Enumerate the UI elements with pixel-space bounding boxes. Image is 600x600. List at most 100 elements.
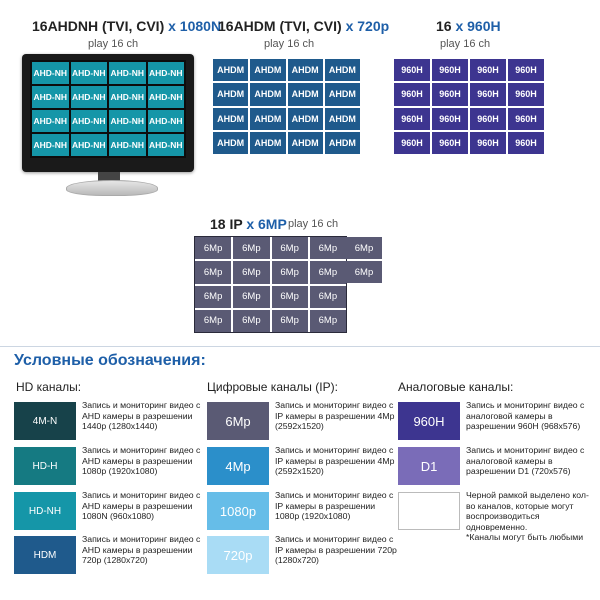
ip-channel-cell: 6Mp	[271, 261, 308, 284]
h960-channel-cell: 960H	[470, 83, 506, 106]
ip-channel-cell: 6Mp	[233, 261, 270, 284]
ahdnh-channel-cell: AHD-NH	[109, 134, 146, 156]
ip-legend-description: Запись и мониторинг видео с IP камеры в …	[275, 534, 397, 566]
ip-channel-cell: 6Mp	[271, 237, 308, 260]
h960-channel-cell: 960H	[394, 59, 430, 82]
analog-legend-description: Запись и мониторинг видео с аналоговой к…	[466, 400, 585, 432]
ip-legend-description: Запись и мониторинг видео с IP камеры в …	[275, 400, 395, 432]
ip-channel-cell: 6Mp	[195, 309, 232, 332]
ahdnh-channel-cell: AHD-NH	[32, 86, 69, 108]
analog-legend-swatch: D1	[398, 447, 460, 485]
monitor-stand	[66, 180, 158, 196]
ip-extra-channel-cell: 6Mp	[346, 237, 382, 259]
h960-title: 16 x 960H	[436, 18, 501, 34]
ahdnh-grid: AHD-NH AHD-NH AHD-NH AHD-NH AHD-NH AHD-NH AHD-…	[32, 62, 184, 156]
ip-legend-description: Запись и мониторинг видео с IP камеры в …	[275, 445, 395, 477]
h960-channel-cell: 960H	[432, 59, 468, 82]
ip-channel-cell: 6Mp	[309, 309, 346, 332]
hd-legend-swatch: HD-NH	[14, 492, 76, 530]
ahdm-channel-cell: AHDM	[213, 107, 249, 130]
hd-channels-title: HD каналы:	[16, 380, 82, 394]
monitor-neck	[98, 172, 120, 182]
ip-legend-swatch: 1080p	[207, 492, 269, 530]
section-divider	[0, 346, 600, 347]
ahdm-channel-cell: AHDM	[287, 83, 323, 106]
ahdm-grid: AHDM AHDM AHDM AHDM AHDM AHDM AHDM AHDM AHDM AHDM…	[213, 59, 360, 154]
ahdnh-title-main: 16AHDNH (TVI, CVI)	[32, 18, 165, 34]
legend-title: Условные обозначения:	[14, 352, 206, 369]
hd-legend-description: Запись и мониторинг видео с AHD камеры в…	[82, 445, 201, 477]
ahdnh-channel-cell: AHD-NH	[109, 62, 146, 84]
ip-channel-cell: 6Mp	[271, 309, 308, 332]
ip-channel-cell: 6Mp	[233, 309, 270, 332]
ip-channel-cell: 6Mp	[309, 285, 346, 308]
ahdnh-channel-cell: AHD-NH	[147, 86, 184, 108]
ip-grid: 6Mp 6Mp 6Mp 6Mp 6Mp 6Mp 6Mp 6Mp 6Mp 6Mp 6Mp 6Mp 6Mp 6…	[194, 236, 347, 333]
h960-channel-cell: 960H	[394, 107, 430, 130]
ahdm-channel-cell: AHDM	[287, 59, 323, 82]
ahdm-channel-cell: AHDM	[287, 131, 323, 154]
h960-grid: 960H 960H 960H 960H 960H 960H 960H 960H 960H 960H…	[394, 59, 544, 154]
ip-channel-cell: 6Mp	[195, 261, 232, 284]
h960-title-main: 16	[436, 18, 452, 34]
ahdm-channel-cell: AHDM	[324, 131, 360, 154]
analog-legend-description: Черной рамкой выделено кол-во каналов, к…	[466, 490, 589, 532]
ip-channel-cell: 6Mp	[195, 285, 232, 308]
ip-channel-cell: 6Mp	[233, 237, 270, 260]
ahdm-channel-cell: AHDM	[213, 59, 249, 82]
ip-play-label: play 16 ch	[288, 218, 339, 230]
ahdm-channel-cell: AHDM	[250, 131, 286, 154]
ip-channel-cell: 6Mp	[233, 285, 270, 308]
ahdm-channel-cell: AHDM	[324, 107, 360, 130]
ahdnh-channel-cell: AHD-NH	[70, 110, 107, 132]
h960-channel-cell: 960H	[508, 131, 544, 154]
h960-channel-cell: 960H	[470, 131, 506, 154]
analog-legend-description: Запись и мониторинг видео с аналоговой к…	[466, 445, 585, 477]
ip-channel-cell: 6Mp	[309, 261, 346, 284]
ahdnh-title: 16AHDNH (TVI, CVI) x 1080N	[32, 18, 221, 34]
h960-channel-cell: 960H	[394, 131, 430, 154]
ahdm-title-main: 16AHDM (TVI, CVI)	[218, 18, 342, 34]
ahdnh-channel-cell: AHD-NH	[70, 134, 107, 156]
hd-legend-description: Запись и мониторинг видео с AHD камеры в…	[82, 400, 201, 432]
ahdnh-channel-cell: AHD-NH	[32, 134, 69, 156]
ahdnh-play-label: play 16 ch	[88, 38, 139, 50]
ahdnh-title-res: x 1080N	[164, 18, 222, 34]
h960-title-res: x 960H	[451, 18, 501, 34]
h960-channel-cell: 960H	[508, 83, 544, 106]
h960-channel-cell: 960H	[508, 107, 544, 130]
h960-channel-cell: 960H	[470, 59, 506, 82]
ip-extra-channel-cell: 6Mp	[346, 261, 382, 283]
ahdnh-channel-cell: AHD-NH	[147, 134, 184, 156]
h960-channel-cell: 960H	[432, 107, 468, 130]
analog-legend-swatch: 960H	[398, 402, 460, 440]
ahdm-channel-cell: AHDM	[324, 83, 360, 106]
ip-channel-cell: 6Mp	[309, 237, 346, 260]
analog-channels-title: Аналоговые каналы:	[398, 380, 514, 394]
analog-legend-swatch	[398, 492, 460, 530]
ahdm-title: 16AHDM (TVI, CVI) x 720p	[218, 18, 389, 34]
ahdm-play-label: play 16 ch	[264, 38, 315, 50]
ip-title-res: x 6MP	[242, 216, 287, 232]
hd-legend-description: Запись и мониторинг видео с AHD камеры в…	[82, 490, 201, 522]
ahdnh-channel-cell: AHD-NH	[147, 110, 184, 132]
ahdm-channel-cell: AHDM	[250, 59, 286, 82]
ip-extra-cells: 6Mp 6Mp	[346, 237, 382, 283]
ahdnh-channel-cell: AHD-NH	[32, 62, 69, 84]
h960-channel-cell: 960H	[432, 83, 468, 106]
ahdnh-channel-cell: AHD-NH	[32, 110, 69, 132]
ahdnh-channel-cell: AHD-NH	[147, 62, 184, 84]
ip-channels-title: Цифровые каналы (IP):	[207, 380, 338, 394]
ahdm-channel-cell: AHDM	[213, 83, 249, 106]
h960-channel-cell: 960H	[508, 59, 544, 82]
ip-legend-swatch: 720p	[207, 536, 269, 574]
hd-legend-swatch: HD-H	[14, 447, 76, 485]
hd-legend-swatch: 4M-N	[14, 402, 76, 440]
ahdm-channel-cell: AHDM	[250, 107, 286, 130]
ahdnh-channel-cell: AHD-NH	[109, 110, 146, 132]
ip-legend-swatch: 6Mp	[207, 402, 269, 440]
ip-channel-cell: 6Mp	[271, 285, 308, 308]
h960-channel-cell: 960H	[470, 107, 506, 130]
ip-title-main: 18 IP	[210, 216, 243, 232]
h960-channel-cell: 960H	[432, 131, 468, 154]
